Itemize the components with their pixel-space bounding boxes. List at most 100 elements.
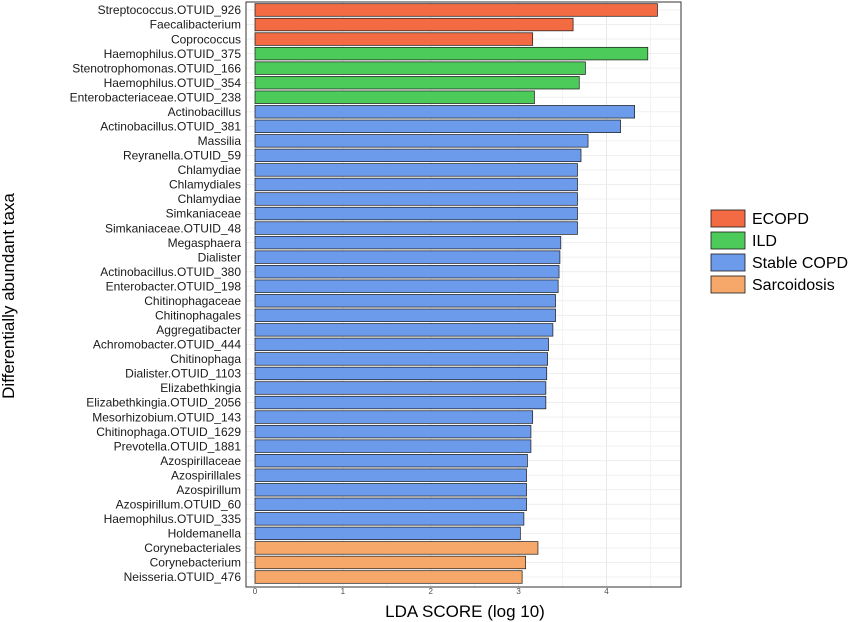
legend-key-ild (710, 231, 746, 250)
bar-actinobacillus-otuid-381 (254, 119, 621, 133)
bar-azospirillaceae (254, 454, 528, 468)
y-axis-title: Differentially abundant taxa (0, 193, 18, 399)
y-tick-labels: Streptococcus.OTUID_926FaecalibacteriumC… (70, 3, 242, 584)
bar-chitinophaga-otuid-1629 (254, 424, 532, 439)
y-tick-label: Massilia (198, 134, 242, 148)
bar-reyranella-otuid-59 (254, 148, 582, 163)
y-tick-label: Simkaniaceae.OTUID_48 (105, 221, 241, 235)
y-tick-label: Azospirillaceae (160, 454, 241, 468)
bar-simkaniaceae (254, 206, 578, 221)
bar-stenotrophomonas-otuid-166 (254, 61, 586, 75)
bar-chitinophagaceae (254, 294, 556, 308)
bar-elizabethkingia-otuid-2056 (254, 395, 547, 410)
bar-coprococcus (254, 32, 534, 46)
bar-enterobacteriaceae-otuid-238 (254, 90, 535, 104)
bar-prevotella-otuid-1881 (254, 439, 532, 453)
y-tick-label: Azospirillum (176, 483, 241, 497)
x-tick-label: 1 (341, 587, 346, 596)
bar-actinobacillus-otuid-380 (254, 265, 560, 279)
y-tick-label: Elizabethkingia (160, 381, 241, 395)
bar-megasphaera (254, 235, 562, 250)
y-tick-label: Corynebacteriales (144, 541, 241, 555)
bar-actinobacillus (254, 105, 635, 119)
y-tick-label: Haemophilus.OTUID_375 (104, 47, 242, 61)
bar-holdemanella (254, 526, 521, 541)
bar-neisseria-otuid-476 (254, 570, 523, 584)
y-tick-label: Chlamydiales (169, 178, 241, 192)
bar-haemophilus-otuid-335 (254, 512, 525, 526)
y-tick-label: Achromobacter.OTUID_444 (93, 338, 241, 352)
y-tick-label: Actinobacillus.OTUID_380 (100, 265, 241, 279)
y-tick-label: Actinobacillus.OTUID_381 (100, 120, 241, 134)
bar-azospirillales (254, 468, 527, 482)
y-tick-label: Faecalibacterium (150, 18, 241, 32)
bar-chitinophagales (254, 308, 556, 322)
legend: ECOPD ILD Stable COPD Sarcoidosis (710, 209, 848, 294)
bar-aggregatibacter (254, 323, 554, 337)
y-tick-label: Chlamydiae (178, 192, 242, 206)
y-tick-label: Azospirillum.OTUID_60 (116, 498, 242, 512)
y-tick-label: Reyranella.OTUID_59 (123, 149, 241, 163)
bar-corynebacterium (254, 555, 527, 570)
bar-enterobacter-otuid-198 (254, 279, 559, 293)
bar-corynebacteriales (254, 541, 539, 555)
legend-label-ecopd: ECOPD (752, 211, 809, 228)
legend-key-sarcoidosis (710, 275, 746, 294)
bar-streptococcus-otuid-926 (254, 3, 658, 17)
x-axis-title: LDA SCORE (log 10) (385, 602, 545, 621)
y-tick-label: Simkaniaceae (166, 207, 242, 221)
y-tick-label: Elizabethkingia.OTUID_2056 (86, 396, 241, 410)
legend-label-ild: ILD (752, 233, 777, 250)
x-tick-label: 4 (604, 587, 609, 596)
bar-chlamydiae (254, 163, 578, 177)
bars (254, 3, 658, 584)
y-tick-label: Azospirillales (171, 468, 241, 482)
y-tick-label: Streptococcus.OTUID_926 (98, 3, 242, 17)
bar-elizabethkingia (254, 381, 547, 395)
y-tick-label: Chitinophaga (170, 352, 241, 366)
y-tick-label: Dialister (198, 250, 241, 264)
bar-chlamydiae (254, 192, 578, 206)
bar-azospirillum-otuid-60 (254, 497, 527, 511)
y-tick-label: Holdemanella (168, 527, 242, 541)
bar-mesorhizobium-otuid-143 (254, 410, 534, 424)
y-tick-label: Enterobacteriaceae.OTUID_238 (70, 90, 242, 104)
y-tick-label: Haemophilus.OTUID_354 (104, 76, 242, 90)
bar-chitinophaga (254, 352, 548, 366)
x-tick-label: 3 (516, 587, 521, 596)
y-tick-label: Coprococcus (171, 32, 241, 46)
y-tick-label: Neisseria.OTUID_476 (124, 570, 242, 584)
y-tick-label: Enterobacter.OTUID_198 (106, 279, 242, 293)
y-tick-label: Haemophilus.OTUID_335 (104, 512, 242, 526)
y-tick-label: Corynebacterium (150, 556, 241, 570)
bar-chlamydiales (254, 177, 578, 192)
plot-panel-border (245, 1, 682, 588)
legend-key-ecopd (710, 209, 746, 228)
bar-massilia (254, 134, 589, 148)
bar-azospirillum (254, 483, 527, 497)
y-tick-label: Prevotella.OTUID_1881 (114, 439, 242, 453)
x-tick-labels: 0 1 2 3 4 (253, 587, 610, 596)
x-tick-label: 0 (253, 587, 258, 596)
bar-dialister (254, 250, 561, 264)
bar-haemophilus-otuid-354 (254, 76, 580, 90)
bar-haemophilus-otuid-375 (254, 46, 649, 61)
bar-faecalibacterium (254, 17, 574, 32)
y-tick-label: Chitinophaga.OTUID_1629 (96, 425, 241, 439)
legend-label-stable-copd: Stable COPD (752, 255, 848, 272)
legend-label-sarcoidosis: Sarcoidosis (752, 277, 835, 294)
y-tick-label: Stenotrophomonas.OTUID_166 (72, 61, 241, 75)
bar-dialister-otuid-1103 (254, 366, 548, 381)
bar-simkaniaceae-otuid-48 (254, 221, 578, 235)
y-tick-label: Chitinophagales (155, 309, 241, 323)
y-tick-label: Megasphaera (168, 236, 242, 250)
y-tick-label: Dialister.OTUID_1103 (125, 367, 241, 381)
y-tick-label: Chlamydiae (178, 163, 242, 177)
y-tick-label: Chitinophagaceae (144, 294, 241, 308)
legend-key-stable-copd (710, 253, 746, 272)
y-tick-label: Mesorhizobium.OTUID_143 (92, 410, 241, 424)
y-tick-label: Actinobacillus (168, 105, 241, 119)
y-tick-label: Aggregatibacter (156, 323, 241, 337)
x-tick-label: 2 (429, 587, 434, 596)
